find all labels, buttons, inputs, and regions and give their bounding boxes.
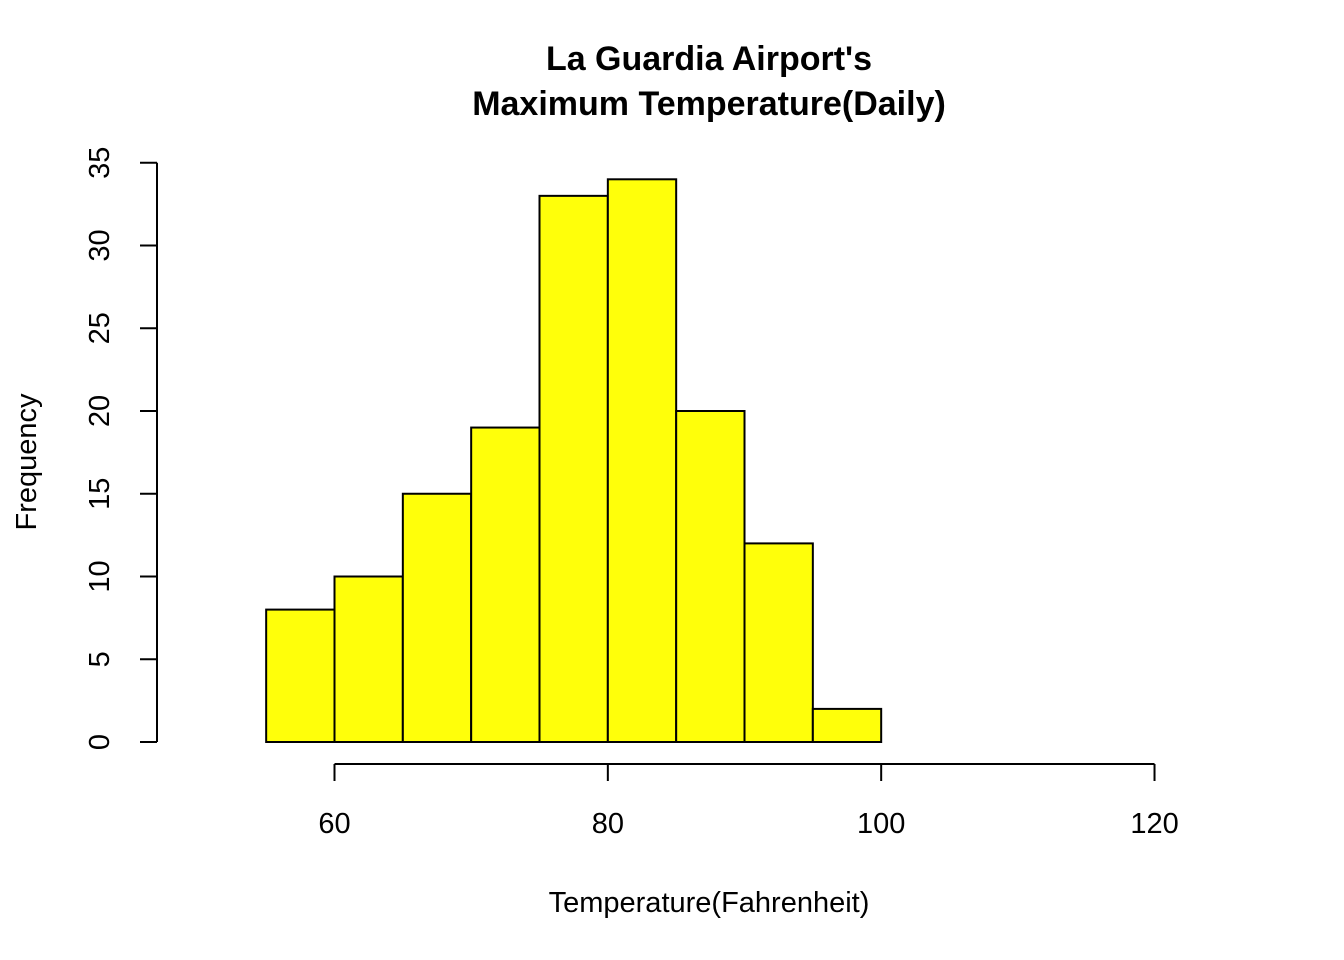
y-tick-label-15: 15	[84, 478, 116, 510]
bars-group	[265, 178, 883, 744]
y-tick-label-0: 0	[84, 734, 116, 750]
histogram-bar-55-60	[265, 608, 336, 743]
histogram-bar-80-85	[606, 178, 678, 744]
histogram-bar-90-95	[743, 542, 814, 744]
y-tick-label-25: 25	[84, 312, 116, 344]
chart-title-line-2: Maximum Temperature(Daily)	[472, 85, 946, 123]
y-axis-label: Frequency	[11, 393, 43, 531]
y-tick-label-10: 10	[84, 560, 116, 592]
y-tick-label-30: 30	[84, 229, 116, 261]
x-axis-label: Temperature(Fahrenheit)	[549, 887, 870, 919]
x-tick-label-60: 60	[318, 808, 350, 840]
x-axis: 60 80 100 120	[318, 763, 1179, 840]
histogram-bar-60-65	[333, 575, 404, 743]
x-tick-label-120: 120	[1130, 808, 1178, 840]
x-tick-label-80: 80	[592, 808, 624, 840]
y-tick-label-35: 35	[84, 147, 116, 179]
histogram-bar-75-80	[538, 194, 609, 744]
histogram-bar-85-90	[675, 410, 746, 743]
x-tick-label-100: 100	[857, 808, 905, 840]
y-tick-label-20: 20	[84, 395, 116, 427]
histogram-bar-65-70	[401, 492, 473, 743]
histogram-bar-70-75	[470, 426, 541, 743]
y-tick-label-5: 5	[84, 651, 116, 667]
chart-title-line-1: La Guardia Airport's	[546, 40, 872, 78]
y-axis: 0 5 10 15 20 25 30 35	[84, 147, 158, 750]
histogram-bar-95-100	[811, 707, 883, 744]
